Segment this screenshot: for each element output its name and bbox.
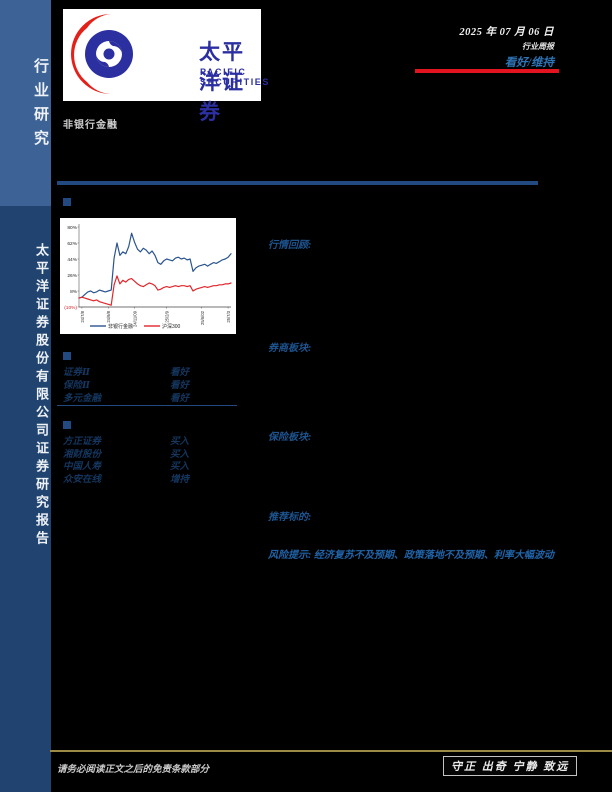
table-row: 湘财股份 买入 — [63, 449, 230, 462]
svg-text:62%: 62% — [67, 241, 77, 247]
company-row-rating: 增持 — [170, 474, 190, 485]
industry-row-rating: 看好 — [170, 381, 190, 391]
industry-performance-chart: 80% 62% 44% 26% 8% (10%) 24/7/8 24/9/8 24/11/09 2… — [60, 218, 236, 334]
section-head-insurance: 保险板块: — [268, 432, 312, 443]
table-divider-line — [57, 405, 237, 406]
table-row: 中国人寿 买入 — [63, 461, 230, 474]
sidebar-top-band — [0, 0, 51, 206]
company-row-name: 湘财股份 — [63, 449, 102, 460]
logo-name-cn: 太平洋证券 — [199, 40, 245, 124]
table-row: 多元金融 看好 — [63, 393, 230, 406]
company-row-name: 方正证券 — [63, 437, 102, 447]
industry-row-name: 保险Ⅱ — [63, 381, 91, 391]
svg-text:(10%): (10%) — [64, 305, 77, 311]
svg-text:26%: 26% — [67, 273, 77, 279]
svg-text:非银行金融: 非银行金融 — [108, 323, 133, 330]
section-risk-line: 风险提示: 经济复苏不及预期、政策落地不及预期、利率大幅波动 — [268, 546, 568, 561]
logo-name-en: PACIFIC SECURITIES — [200, 67, 271, 87]
footer-disclaimer: 请务必阅读正文之后的免责条款部分 — [57, 765, 210, 775]
company-row-name: 中国人寿 — [63, 462, 102, 473]
company-row-rating: 买入 — [170, 462, 190, 473]
industry-row-name: 证券Ⅱ — [63, 368, 91, 378]
report-date: 2025 年 07 月 06 日 — [459, 27, 554, 38]
svg-text:24/9/8: 24/9/8 — [106, 310, 111, 322]
industry-row-rating: 看好 — [170, 394, 190, 404]
section-head-broker: 券商板块: — [268, 343, 312, 354]
svg-text:沪深300: 沪深300 — [162, 323, 181, 330]
company-ratings-table: 方正证券 买入 湘财股份 买入 中国人寿 买入 众安在线 增持 — [63, 436, 230, 486]
industry-name-label: 非银行金融 — [63, 120, 118, 131]
section-head-review: 行情回顾: — [268, 240, 312, 251]
svg-text:25/5/02: 25/5/02 — [200, 310, 205, 325]
svg-text:24/7/8: 24/7/8 — [80, 310, 85, 322]
table-row: 众安在线 增持 — [63, 474, 230, 487]
pacific-logo-icon — [71, 14, 133, 94]
sidebar-research-label: 行业研究 — [32, 58, 48, 154]
section-bullet-industry-ratings — [63, 352, 71, 360]
industry-row-rating: 看好 — [170, 368, 190, 378]
table-row: 方正证券 买入 — [63, 436, 230, 449]
section-bullet-company-ratings — [63, 421, 71, 429]
svg-text:80%: 80% — [67, 225, 77, 231]
industry-chart-svg: 80% 62% 44% 26% 8% (10%)24/7/8 24/9/8 24/11/09 2… — [64, 224, 232, 330]
footer-rule-line — [50, 750, 612, 752]
section-head-targets: 推荐标的: — [268, 512, 312, 523]
sidebar-company-label: 太平洋证券股份有限公司证券研究报告 — [34, 243, 49, 549]
industry-ratings-table: 证券Ⅱ 看好 保险Ⅱ 看好 多元金融 看好 — [63, 367, 230, 406]
report-type: 行业周报 — [522, 42, 554, 51]
svg-text:8%: 8% — [70, 289, 78, 295]
svg-text:24/11/09: 24/11/09 — [133, 310, 138, 327]
svg-text:25/7/3: 25/7/3 — [226, 310, 231, 322]
company-logo: 太平洋证券 PACIFIC SECURITIES — [63, 9, 268, 124]
industry-row-name: 多元金融 — [63, 394, 102, 404]
svg-text:25/2/9: 25/2/9 — [165, 310, 170, 322]
sidebar-bottom-band — [0, 206, 51, 792]
industry-rating: 看好/维持 — [504, 57, 554, 69]
company-row-rating: 买入 — [170, 437, 190, 447]
risk-label: 风险提示: — [268, 550, 312, 561]
table-row: 证券Ⅱ 看好 — [63, 367, 230, 380]
svg-text:44%: 44% — [67, 257, 77, 263]
risk-text: 经济复苏不及预期、政策落地不及预期、利率大幅波动 — [311, 550, 554, 561]
table-row: 保险Ⅱ 看好 — [63, 380, 230, 393]
title-underline-band — [57, 181, 538, 185]
company-row-name: 众安在线 — [63, 474, 102, 485]
footer-motto-box: 守正 出奇 宁静 致远 — [443, 756, 578, 776]
section-bullet-title — [63, 198, 71, 206]
company-row-rating: 买入 — [170, 449, 190, 460]
red-accent-bar — [415, 69, 559, 73]
